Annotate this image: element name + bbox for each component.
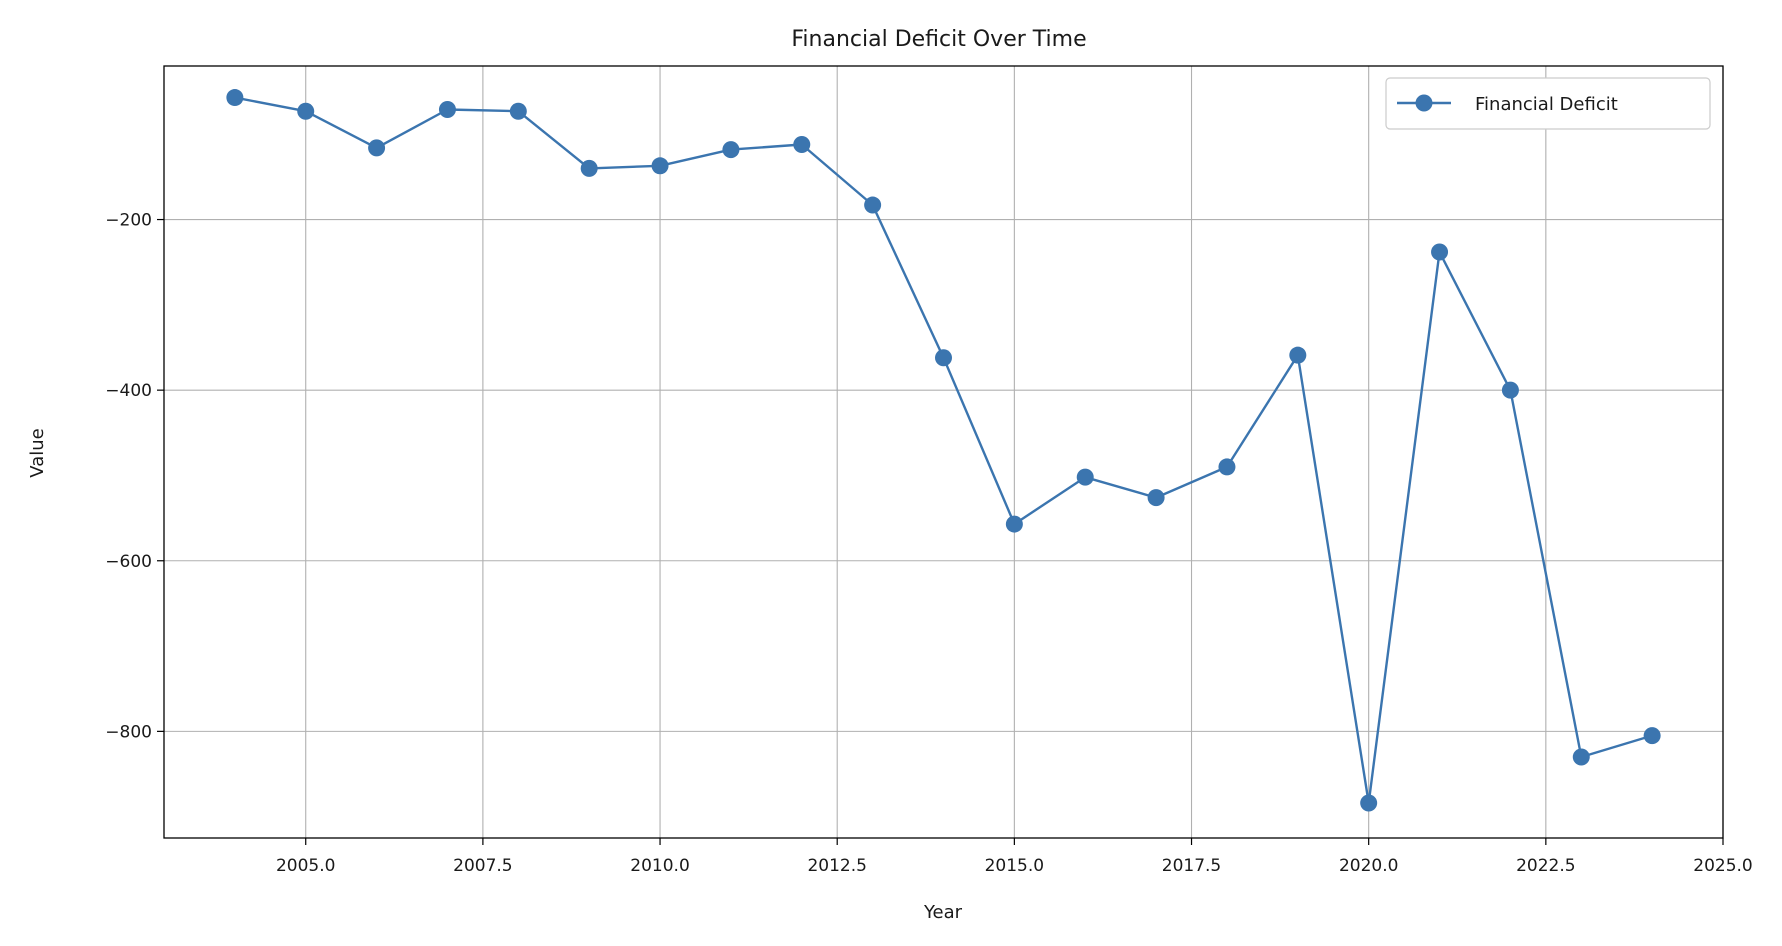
data-point bbox=[368, 139, 386, 157]
y-tick-label: −400 bbox=[105, 381, 152, 401]
data-point bbox=[226, 89, 244, 107]
data-point bbox=[438, 101, 456, 119]
data-point bbox=[297, 102, 315, 120]
data-point bbox=[580, 159, 598, 177]
data-point bbox=[864, 196, 882, 214]
x-axis-label: Year bbox=[923, 902, 963, 923]
data-point bbox=[1431, 243, 1449, 261]
x-tick-label: 2017.5 bbox=[1162, 856, 1221, 876]
data-point bbox=[1501, 381, 1519, 399]
tick-layer: 2005.0 2007.5 2010.0 2012.5 2015.0 2017.5 2020… bbox=[105, 211, 1752, 876]
data-point bbox=[509, 102, 527, 120]
chart-title: Financial Deficit Over Time bbox=[791, 27, 1086, 52]
x-tick-label: 2012.5 bbox=[807, 856, 866, 876]
data-point bbox=[1289, 346, 1307, 364]
legend-label: Financial Deficit bbox=[1475, 94, 1618, 115]
data-point bbox=[793, 135, 811, 153]
x-tick-label: 2010.0 bbox=[630, 856, 689, 876]
x-tick-label: 2015.0 bbox=[985, 856, 1044, 876]
x-tick-label: 2007.5 bbox=[453, 856, 512, 876]
data-point bbox=[651, 157, 669, 175]
data-point bbox=[1147, 489, 1165, 507]
legend: Financial Deficit bbox=[1385, 77, 1711, 130]
y-axis-label: Value bbox=[27, 428, 48, 477]
data-point bbox=[1218, 458, 1236, 476]
legend-box bbox=[1385, 77, 1711, 130]
grid bbox=[164, 66, 1724, 838]
legend-marker bbox=[1415, 94, 1433, 112]
y-tick-label: −800 bbox=[105, 722, 152, 742]
data-point bbox=[1005, 515, 1023, 533]
y-tick-label: −600 bbox=[105, 552, 152, 572]
data-point bbox=[1360, 794, 1378, 812]
x-tick-label: 2025.0 bbox=[1693, 856, 1752, 876]
data-point bbox=[935, 349, 952, 367]
data-point bbox=[1572, 748, 1590, 766]
plot-frame bbox=[163, 65, 1724, 839]
y-tick-label: −200 bbox=[105, 211, 152, 231]
data-point bbox=[722, 141, 740, 159]
x-tick-label: 2022.5 bbox=[1516, 856, 1575, 876]
series-layer bbox=[226, 89, 1661, 812]
x-tick-label: 2020.0 bbox=[1339, 856, 1398, 876]
data-point bbox=[1076, 468, 1094, 486]
x-tick-label: 2005.0 bbox=[276, 856, 335, 876]
data-point bbox=[1643, 727, 1661, 745]
